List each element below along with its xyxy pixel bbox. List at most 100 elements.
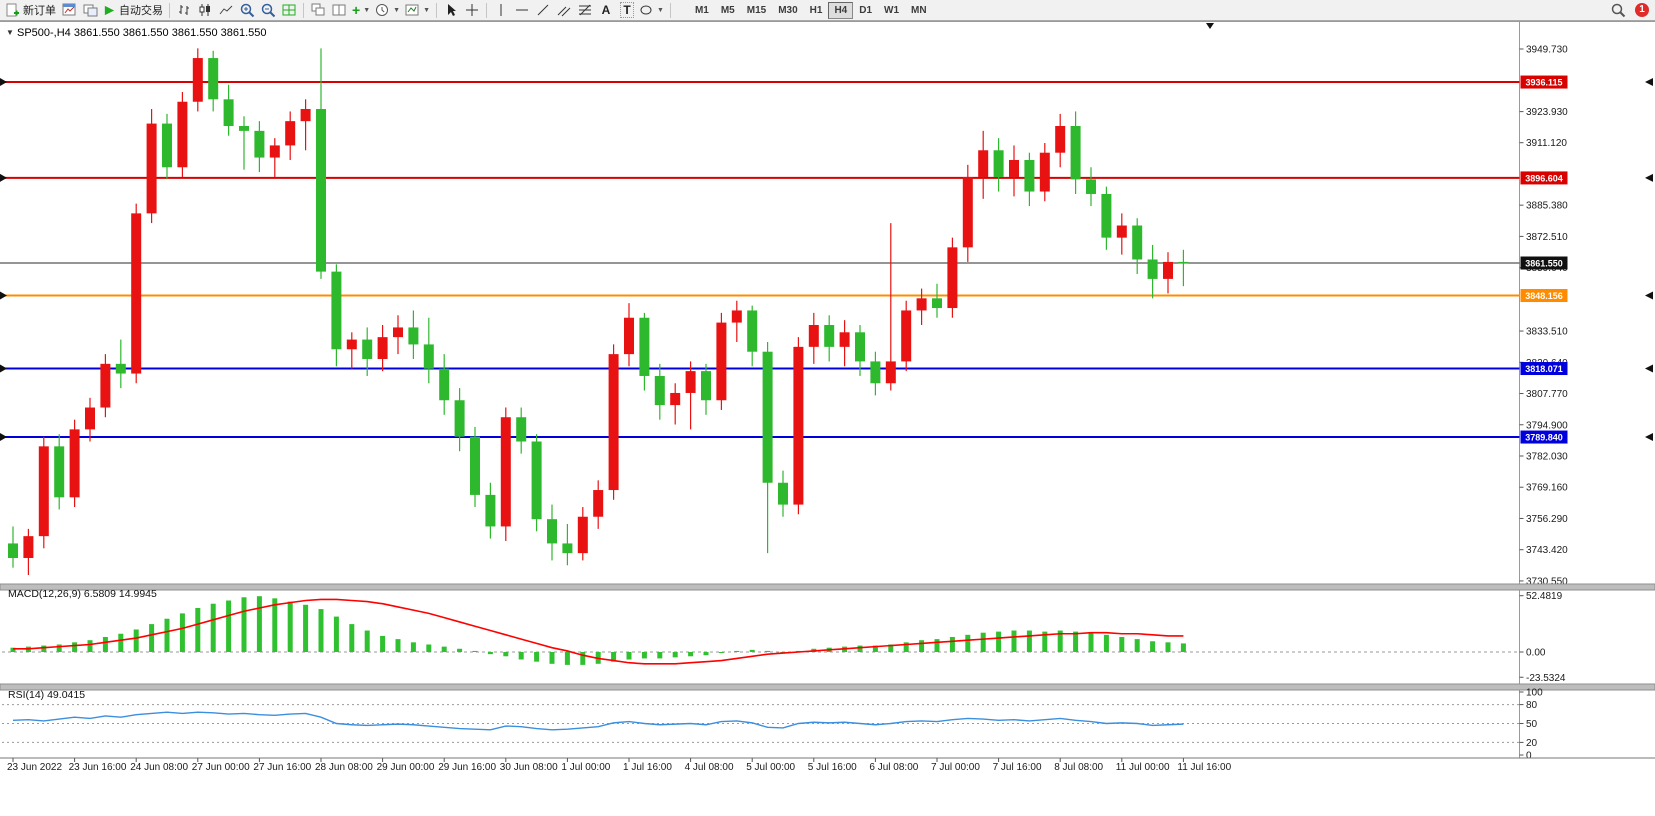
macd-histogram-bar [210, 603, 216, 652]
tile-windows-icon [332, 4, 345, 16]
macd-histogram-bar [164, 618, 170, 652]
line-right-marker [1645, 173, 1653, 182]
rsi-axis-label: 50 [1526, 719, 1538, 730]
time-tick-label: 11 Jul 00:00 [1116, 762, 1170, 773]
line-chart-button[interactable] [216, 1, 236, 19]
candle [85, 407, 95, 430]
candle [1132, 225, 1143, 260]
chevron-down-icon: ▼ [657, 6, 664, 14]
zoom-out-button[interactable] [258, 1, 278, 19]
rsi-line [12, 711, 1184, 731]
timeframe-m15[interactable]: M15 [741, 2, 772, 19]
tile-charts-button[interactable] [279, 1, 299, 19]
period-menu-button[interactable]: ▼ [373, 1, 402, 19]
macd-histogram-bar [626, 652, 632, 660]
candle [562, 543, 573, 554]
macd-histogram-bar [949, 636, 955, 652]
template-icon [405, 4, 419, 16]
timeframe-w1[interactable]: W1 [878, 2, 905, 19]
price-tick-label: 3923.930 [1526, 107, 1568, 118]
candle [747, 310, 758, 352]
macd-histogram-bar [472, 650, 478, 652]
macd-histogram-bar [1073, 631, 1079, 652]
add-indicator-button[interactable]: + ▼ [350, 1, 372, 19]
macd-histogram-bar [441, 646, 447, 652]
macd-histogram-bar [380, 635, 386, 652]
chevron-down-icon: ▼ [363, 6, 371, 14]
timeframe-d1[interactable]: D1 [853, 2, 878, 19]
candle [947, 247, 958, 309]
macd-histogram-bar [426, 644, 432, 652]
candle [408, 327, 419, 345]
candle [115, 363, 126, 374]
template-button[interactable]: ▼ [403, 1, 432, 19]
text-tool-button[interactable]: A [596, 1, 616, 19]
new-order-label: 新订单 [23, 5, 56, 17]
candle [454, 400, 465, 437]
fibonacci-button[interactable] [575, 1, 595, 19]
timeframe-m5[interactable]: M5 [715, 2, 741, 19]
candle [500, 417, 511, 527]
horizontal-line-icon [516, 9, 528, 11]
new-order-button[interactable]: 新订单 [4, 1, 58, 19]
candle [916, 298, 927, 311]
macd-histogram-bar [903, 642, 909, 652]
shapes-button[interactable]: ▼ [638, 1, 666, 19]
macd-axis-label: 52.4819 [1526, 591, 1563, 602]
macd-histogram-bar [718, 652, 724, 654]
macd-histogram-bar [487, 652, 493, 655]
new-order-icon [6, 3, 19, 17]
notification-badge[interactable]: 1 [1635, 3, 1649, 17]
timeframe-m1[interactable]: M1 [689, 2, 715, 19]
price-tick-label: 3782.030 [1526, 451, 1568, 462]
trendline-button[interactable] [533, 1, 553, 19]
cursor-icon [448, 4, 456, 16]
tile-windows-button[interactable] [329, 1, 349, 19]
channel-button[interactable] [554, 1, 574, 19]
vertical-line-button[interactable] [491, 1, 511, 19]
timeframe-h4[interactable]: H4 [828, 1, 854, 19]
cascade-windows-button[interactable] [308, 1, 328, 19]
candle [131, 213, 142, 374]
bar-chart-button[interactable] [174, 1, 194, 19]
chart-menu-icon[interactable]: ▼ [6, 28, 14, 37]
chart-symbol-header-row: ▼ SP500-,H4 3861.550 3861.550 3861.550 3… [6, 27, 267, 39]
vertical-line-icon [500, 4, 502, 16]
autotrading-button[interactable]: 自动交易 [101, 1, 165, 19]
timeframe-m30[interactable]: M30 [772, 2, 803, 19]
search-button[interactable] [1608, 1, 1628, 19]
label-tool-label: T [620, 2, 634, 18]
price-level-badge-text: 3936.115 [1525, 78, 1562, 88]
candle [223, 99, 234, 127]
candle [377, 337, 388, 359]
candle [69, 429, 80, 498]
time-tick-label: 29 Jun 16:00 [438, 762, 496, 773]
crosshair-icon [466, 4, 478, 16]
time-tick-label: 27 Jun 16:00 [253, 762, 311, 773]
candle [423, 344, 434, 369]
horizontal-line-button[interactable] [512, 1, 532, 19]
zoom-in-button[interactable] [237, 1, 257, 19]
price-level-badge-text: 3789.840 [1525, 433, 1563, 443]
candlestick-chart-button[interactable] [195, 1, 215, 19]
label-tool-button[interactable]: T [617, 1, 637, 19]
toolbar: 新订单 自动交易 [0, 0, 1655, 21]
timeframe-h1[interactable]: H1 [804, 2, 829, 19]
price-level-badge-text: 3818.071 [1525, 364, 1563, 374]
cursor-button[interactable] [441, 1, 461, 19]
macd-indicator-label: MACD(12,26,9) 6.5809 14.9945 [8, 588, 157, 600]
line-left-marker [0, 364, 7, 373]
zoom-out-icon [261, 3, 275, 17]
time-tick-label: 29 Jun 00:00 [377, 762, 435, 773]
macd-histogram-bar [1057, 630, 1063, 652]
current-price-badge-text: 3861.550 [1525, 259, 1563, 269]
timeframe-mn[interactable]: MN [905, 2, 933, 19]
macd-histogram-bar [256, 596, 262, 652]
chart-window-button[interactable] [59, 1, 79, 19]
crosshair-button[interactable] [462, 1, 482, 19]
time-tick-label: 23 Jun 16:00 [69, 762, 127, 773]
profiles-button[interactable] [80, 1, 100, 19]
price-level-badge [1520, 289, 1568, 303]
macd-histogram-bar [410, 642, 416, 652]
